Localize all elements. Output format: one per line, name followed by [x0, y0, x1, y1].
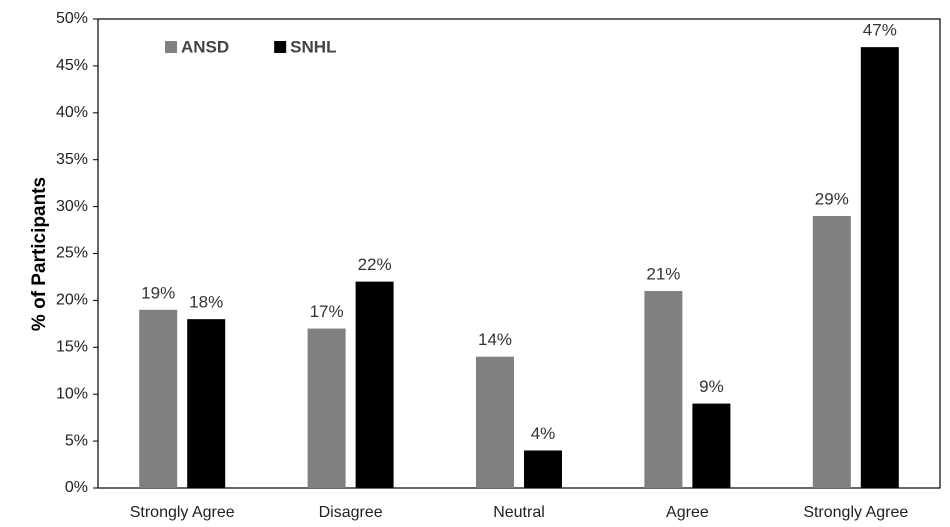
legend-label: SNHL — [290, 37, 336, 56]
bar — [139, 309, 178, 488]
y-tick-label: 30% — [56, 198, 88, 215]
y-tick-label: 20% — [56, 292, 88, 309]
legend-label: ANSD — [181, 37, 229, 56]
y-tick-label: 35% — [56, 151, 88, 168]
x-tick-label: Strongly Agree — [803, 504, 908, 521]
legend-swatch — [274, 41, 287, 53]
y-tick-label: 40% — [56, 104, 88, 121]
y-tick-label: 45% — [56, 57, 88, 74]
legend-swatch — [165, 41, 177, 53]
data-label: 19% — [141, 283, 175, 302]
x-tick-label: Disagree — [319, 504, 383, 521]
bar — [644, 291, 683, 488]
x-tick-label: Agree — [666, 504, 709, 521]
data-label: 17% — [310, 302, 344, 321]
y-tick-label: 10% — [56, 385, 88, 402]
bar — [187, 319, 226, 488]
bar — [860, 47, 899, 488]
y-axis-label: % of Participants — [29, 177, 50, 331]
y-tick-label: 15% — [56, 339, 88, 356]
bar — [307, 328, 346, 488]
y-tick-label: 50% — [56, 10, 88, 27]
data-label: 4% — [531, 424, 556, 443]
data-label: 47% — [863, 21, 897, 40]
x-tick-label: Strongly Agree — [130, 504, 235, 521]
bar — [692, 403, 731, 488]
data-label: 29% — [815, 189, 849, 208]
bar — [355, 281, 394, 488]
data-label: 9% — [699, 377, 724, 396]
y-tick-label: 0% — [65, 479, 88, 496]
x-tick-label: Neutral — [493, 504, 545, 521]
bar — [524, 450, 562, 488]
bar — [812, 215, 851, 489]
bar — [476, 356, 514, 488]
data-label: 18% — [189, 293, 223, 312]
data-label: 21% — [646, 265, 680, 284]
data-label: 22% — [358, 255, 392, 274]
y-tick-label: 25% — [56, 245, 88, 262]
data-label: 14% — [478, 330, 512, 349]
y-tick-label: 5% — [65, 432, 88, 449]
